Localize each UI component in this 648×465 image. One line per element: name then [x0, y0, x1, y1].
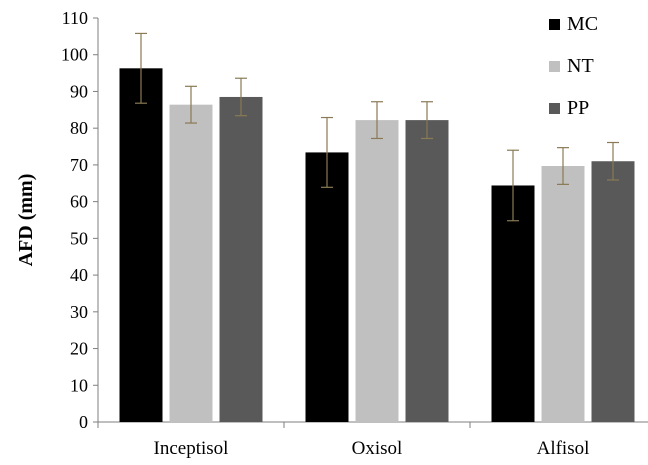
x-category-label: Inceptisol [154, 438, 229, 459]
y-tick-label: 100 [61, 45, 88, 65]
y-tick-label: 10 [70, 375, 88, 395]
legend-swatch-nt [549, 61, 560, 72]
legend-label-mc: MC [567, 13, 598, 35]
y-tick-label: 30 [70, 302, 88, 322]
bar-pp-inceptisol [219, 96, 263, 423]
legend-label-nt: NT [567, 55, 594, 77]
legend-swatch-pp [549, 103, 560, 114]
y-tick-label: 90 [70, 81, 88, 101]
x-category-label: Oxisol [352, 438, 403, 459]
bar-nt-alfisol [541, 166, 585, 422]
y-tick-label: 40 [70, 265, 88, 285]
bar-mc-alfisol [491, 185, 535, 422]
y-tick-label: 70 [70, 155, 88, 175]
y-axis-title: AFD (mm) [15, 174, 37, 267]
legend: MC NT PP [549, 13, 598, 119]
legend-swatch-mc [549, 19, 560, 30]
y-tick-label: 110 [62, 8, 88, 28]
bar-mc-oxisol [305, 152, 349, 422]
y-tick-label: 0 [79, 412, 88, 432]
y-tick-label: 60 [70, 192, 88, 212]
y-tick-label: 80 [70, 118, 88, 138]
bar-pp-alfisol [591, 161, 635, 422]
bar-nt-oxisol [355, 120, 399, 423]
bar-pp-oxisol [405, 120, 449, 423]
bar-nt-inceptisol [169, 104, 213, 422]
y-tick-label: 50 [70, 228, 88, 248]
bar-mc-inceptisol [119, 68, 163, 423]
y-tick-label: 20 [70, 339, 88, 359]
plot-area: 0 10 20 30 40 50 60 70 80 90 100 110 Inceptisol Oxiso… [61, 8, 648, 459]
legend-label-pp: PP [567, 97, 589, 119]
x-category-label: Alfisol [537, 438, 590, 459]
